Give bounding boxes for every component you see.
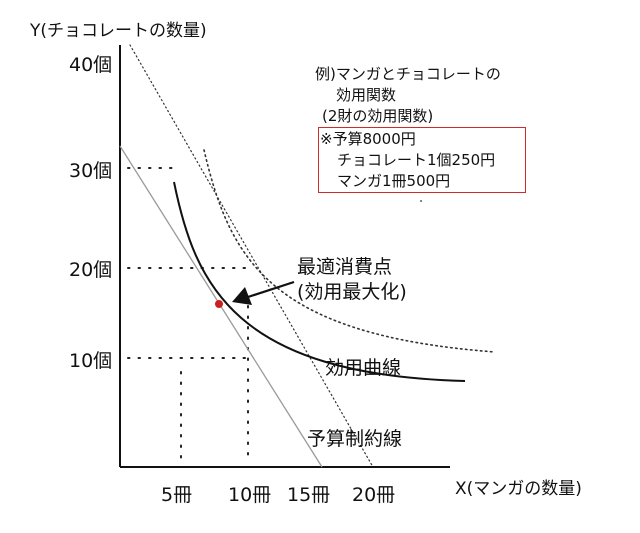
y-tick-40: 40個 bbox=[69, 54, 113, 76]
utility-curve bbox=[173, 181, 466, 382]
x-tick-5: 5冊 bbox=[161, 484, 193, 506]
budget-line-label: 予算制約線 bbox=[307, 428, 403, 450]
optimum-point bbox=[215, 300, 223, 308]
budget-box bbox=[318, 127, 526, 193]
budget-line-1: ※予算8000円 bbox=[320, 130, 416, 148]
x-axis-title: X(マンガの数量) bbox=[455, 479, 582, 499]
shifted-budget-line bbox=[129, 44, 374, 468]
x-tick-20: 20冊 bbox=[352, 484, 396, 506]
x-tick-15: 15冊 bbox=[287, 484, 331, 506]
y-tick-20: 20個 bbox=[69, 259, 113, 281]
higher-utility-curve bbox=[203, 149, 496, 353]
note-line-2: 効用関数 bbox=[336, 86, 397, 104]
note-line-1: 例)マンガとチョコレートの bbox=[315, 65, 501, 83]
y-tick-30: 30個 bbox=[69, 160, 113, 182]
callout-arrow-head bbox=[232, 287, 252, 305]
budget-line-3: マンガ1冊500円 bbox=[337, 172, 451, 190]
stray-dot bbox=[420, 200, 422, 202]
budget-line-2: チョコレート1個250円 bbox=[337, 151, 496, 169]
optimum-label-1: 最適消費点 bbox=[297, 256, 393, 278]
utility-curve-label: 効用曲線 bbox=[325, 357, 402, 379]
x-tick-10: 10冊 bbox=[228, 484, 272, 506]
optimum-label-2: (効用最大化) bbox=[297, 281, 407, 303]
y-axis-title: Y(チョコレートの数量) bbox=[30, 21, 207, 41]
y-tick-10: 10個 bbox=[69, 350, 113, 372]
note-line-3: (2財の効用関数) bbox=[322, 107, 434, 125]
callout-arrow-shaft bbox=[247, 280, 295, 299]
